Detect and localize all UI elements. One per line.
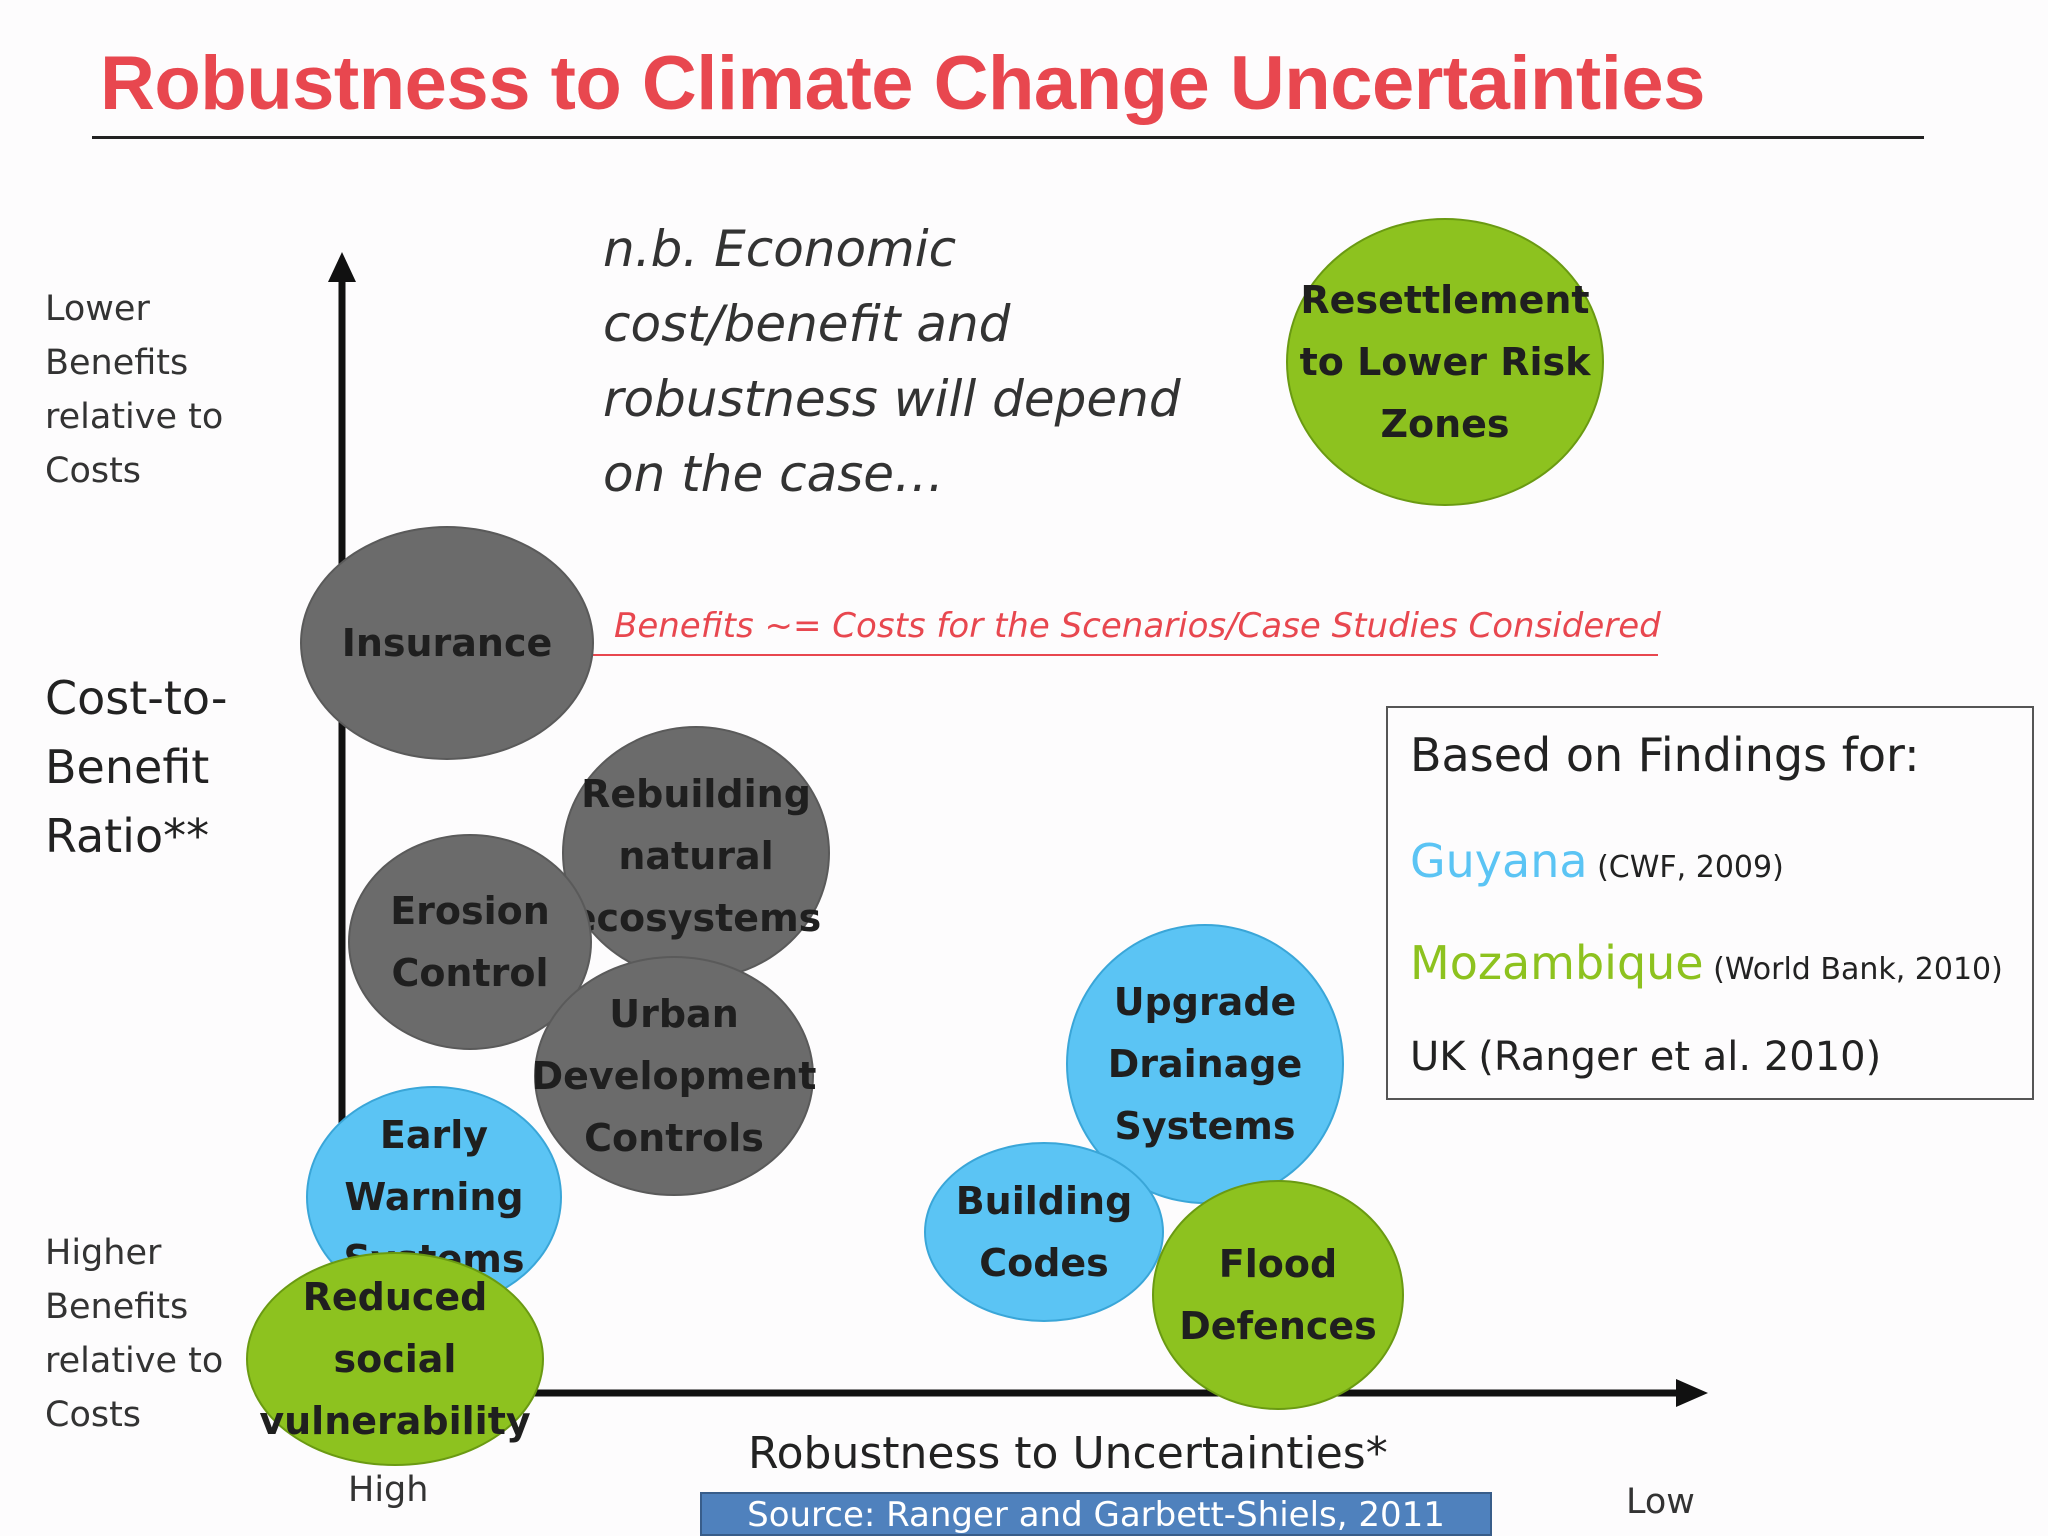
- x-axis-arrow-icon: [1676, 1379, 1708, 1407]
- finding-uk: UK (Ranger et al. 2010): [1410, 1034, 1881, 1080]
- finding-country: Mozambique: [1410, 936, 1704, 990]
- finding-guyana: Guyana (CWF, 2009): [1410, 834, 1784, 888]
- threshold-label: Benefits ~= Costs for the Scenarios/Case…: [614, 606, 1661, 646]
- finding-mozambique: Mozambique (World Bank, 2010): [1410, 936, 2003, 990]
- source-caption: Source: Ranger and Garbett-Shiels, 2011: [700, 1492, 1492, 1536]
- y-axis-top-label: Lower Benefits relative to Costs: [45, 289, 224, 491]
- finding-source: (Ranger et al. 2010): [1465, 1034, 1882, 1080]
- bubble-rebuilding-natural-ecosystems: Rebuilding natural ecosystems: [562, 726, 830, 980]
- y-axis-arrow-icon: [328, 252, 356, 282]
- finding-source: (World Bank, 2010): [1703, 952, 2003, 987]
- bubble-flood-defences: Flood Defences: [1152, 1180, 1404, 1410]
- y-axis-label: Cost-to- Benefit Ratio**: [45, 671, 228, 863]
- finding-source: (CWF, 2009): [1587, 850, 1784, 885]
- bubble-building-codes: Building Codes: [924, 1142, 1164, 1322]
- findings-box: [1386, 706, 2034, 1100]
- x-axis-high-label: High: [348, 1470, 429, 1510]
- x-axis-label: Robustness to Uncertainties*: [748, 1428, 1388, 1479]
- case-note: n.b. Economic cost/benefit and robustnes…: [603, 220, 1181, 503]
- findings-title: Based on Findings for:: [1410, 728, 1920, 782]
- bubble-resettlement: Resettlement to Lower Risk Zones: [1286, 218, 1604, 506]
- y-axis-bottom-label: Higher Benefits relative to Costs: [45, 1233, 224, 1435]
- title-divider: [92, 136, 1924, 139]
- x-axis-low-label: Low: [1626, 1482, 1695, 1522]
- bubble-insurance: Insurance: [300, 526, 594, 760]
- bubble-upgrade-drainage-systems: Upgrade Drainage Systems: [1066, 924, 1344, 1204]
- bubble-erosion-control: Erosion Control: [348, 834, 592, 1050]
- bubble-reduced-social-vulnerability: Reduced social vulnerability: [246, 1252, 544, 1466]
- page-title: Robustness to Climate Change Uncertainti…: [100, 41, 1705, 126]
- finding-country: UK: [1410, 1034, 1466, 1080]
- bubble-urban-development-controls: Urban Development Controls: [532, 956, 816, 1196]
- finding-country: Guyana: [1410, 834, 1588, 888]
- threshold-line: [592, 654, 1658, 656]
